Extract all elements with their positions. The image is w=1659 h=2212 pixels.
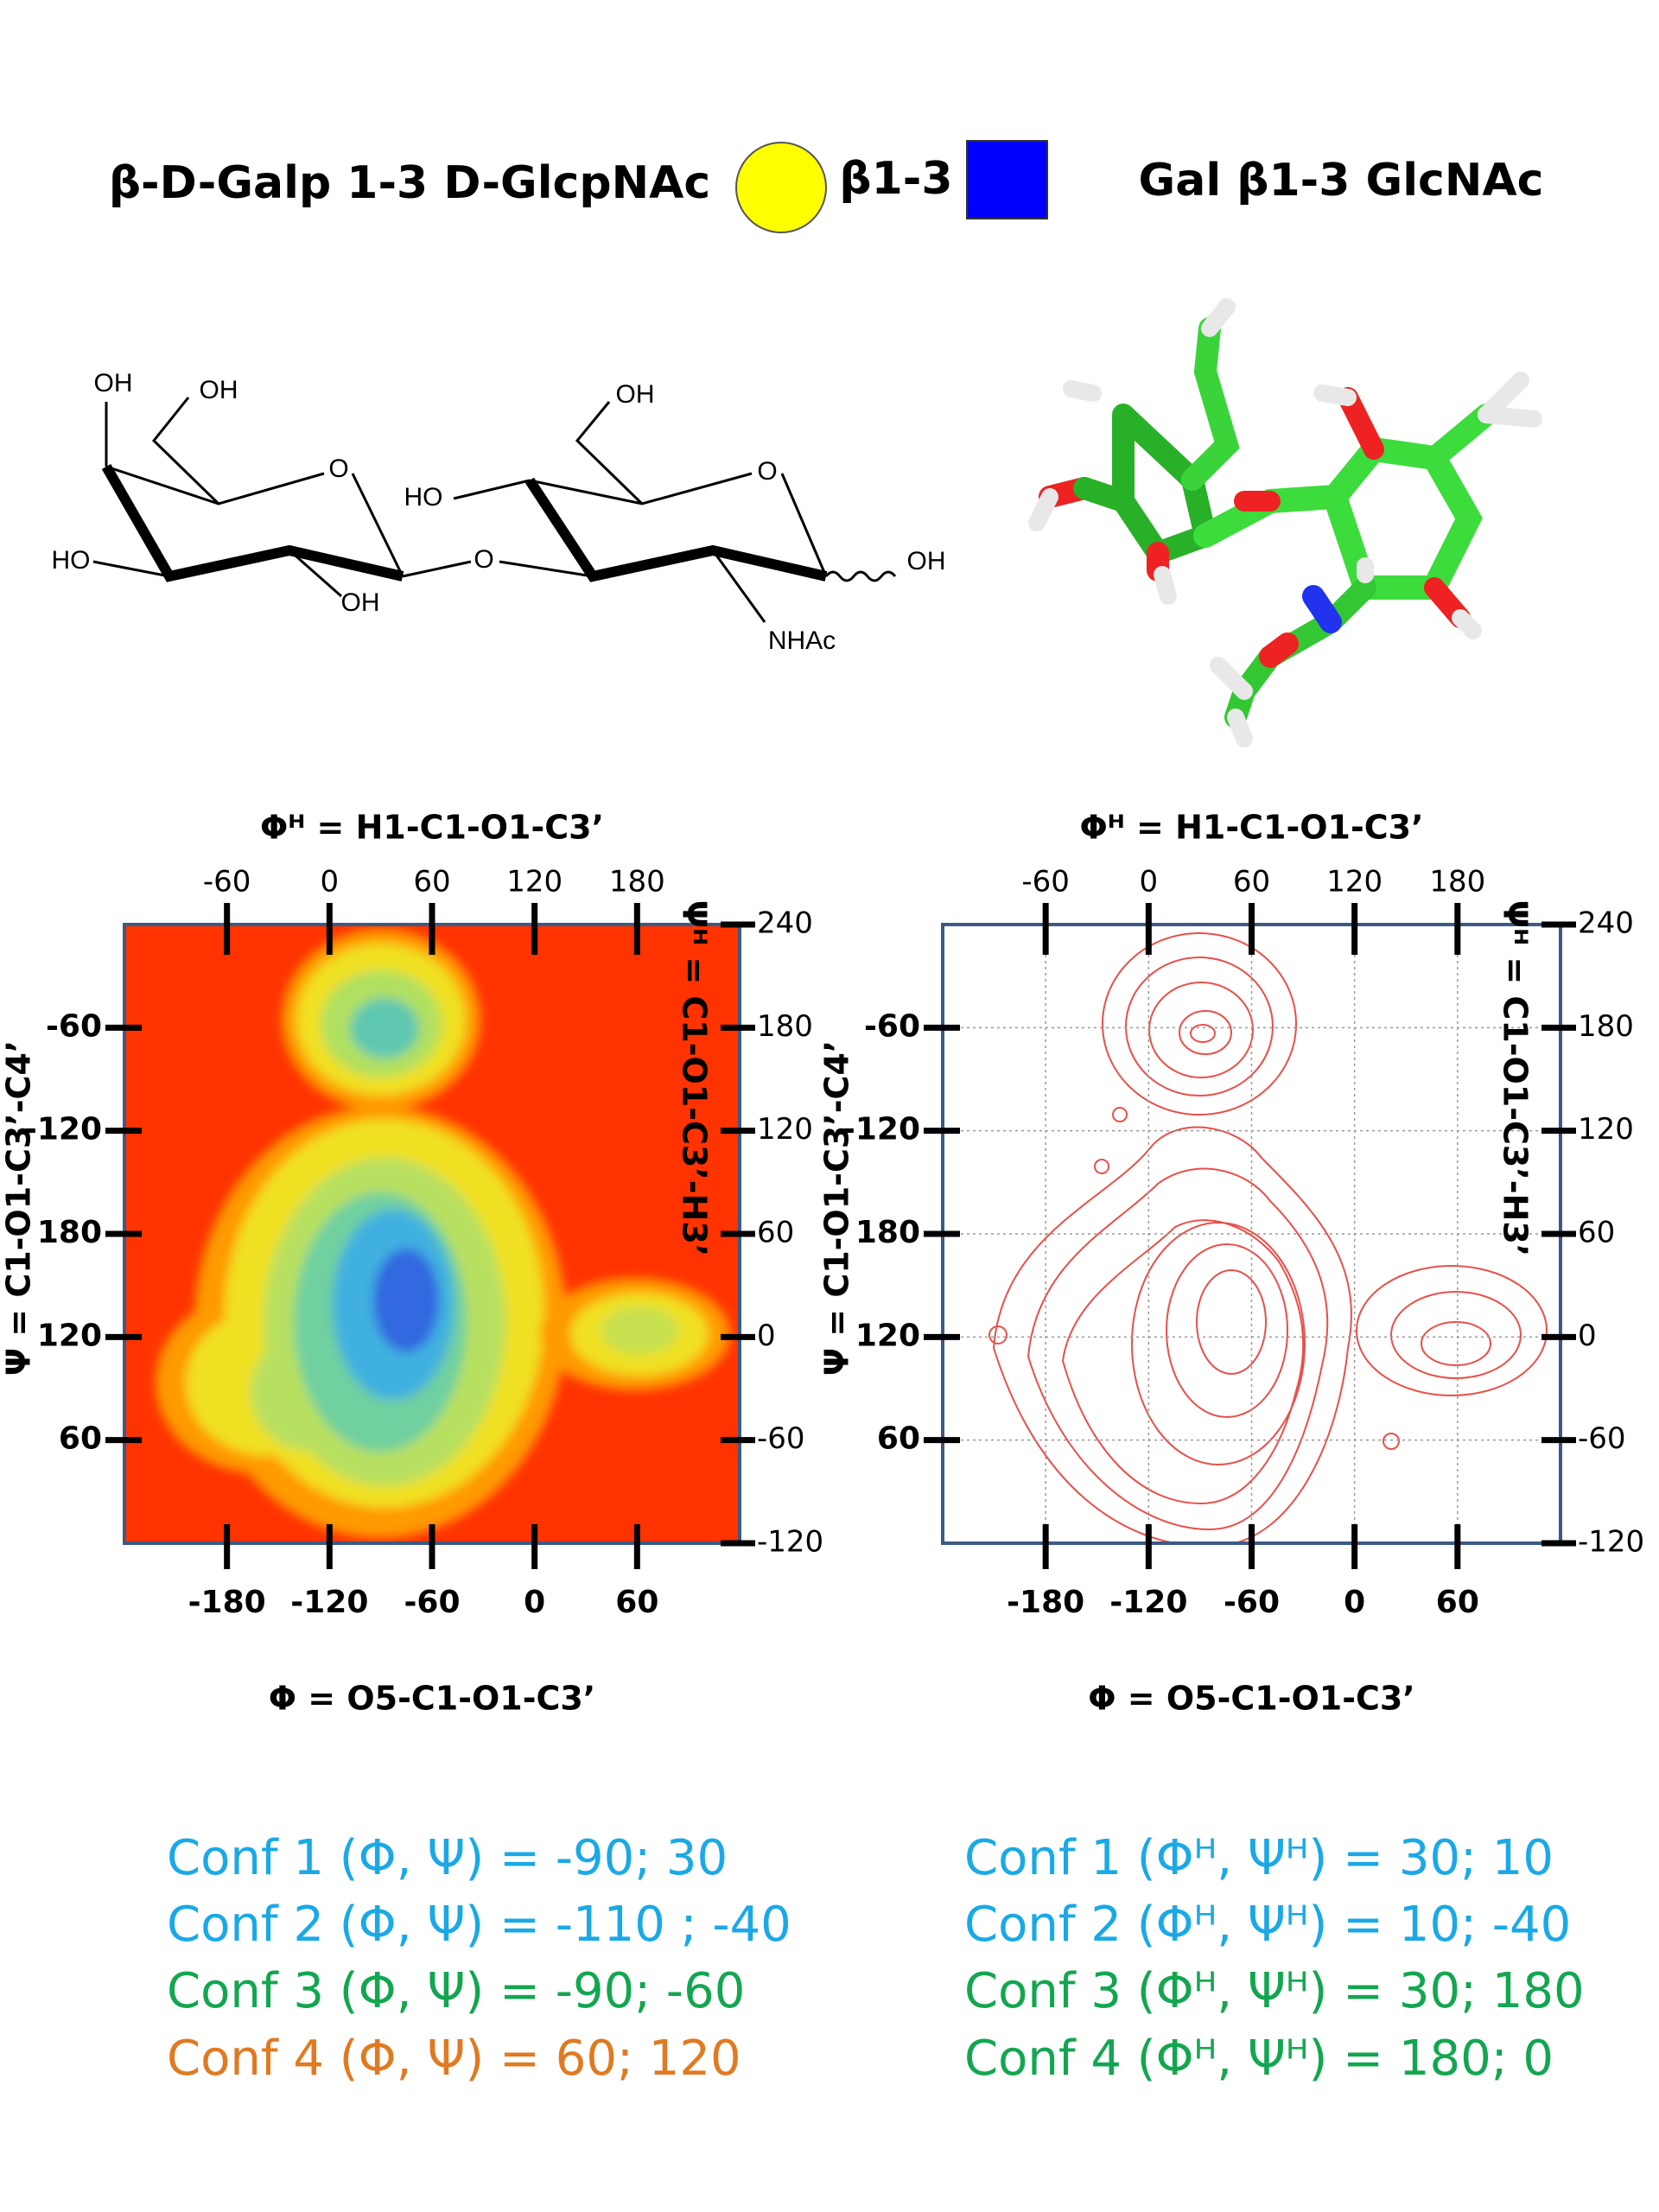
structure-2d — [92, 397, 897, 623]
atom-label: OH — [341, 588, 380, 617]
x2-tick-label: 60 — [413, 865, 450, 899]
x-tick-label: -60 — [1224, 1585, 1280, 1620]
y-tick-label: 180 — [37, 1215, 102, 1250]
y-axis-title: Ψ = C1-O1-C3’-C4’ — [0, 1040, 38, 1376]
y2-axis-title: Ψᴴ = C1-O1-C3’-H3’ — [1497, 900, 1535, 1256]
x-axis-title: Φ = O5-C1-O1-C3’ — [269, 1680, 596, 1718]
y2-tick-label: -60 — [1578, 1421, 1626, 1456]
y2-tick-label: 60 — [1578, 1216, 1615, 1250]
atom-label: OH — [200, 376, 238, 404]
x-tick-label: -120 — [1109, 1585, 1187, 1620]
x2-tick-label: -60 — [1021, 865, 1070, 899]
y2-tick-label: 60 — [757, 1216, 794, 1250]
y2-tick-label: -120 — [1578, 1525, 1644, 1560]
x-tick-label: 0 — [524, 1585, 545, 1620]
conformation: Conf 1 (Φᴴ, Ψᴴ) = 30; 10 — [964, 1830, 1554, 1886]
title-left: β-D-Galp 1-3 D-GlcpNAc — [109, 157, 710, 209]
x2-tick-label: 120 — [1326, 865, 1382, 899]
galactose-symbol — [735, 142, 827, 233]
atom-label: HO — [404, 483, 443, 512]
conformation: Conf 2 (Φ, Ψ) = -110 ; -40 — [167, 1897, 791, 1953]
contours — [988, 932, 1548, 1543]
atom-label: OH — [94, 369, 133, 397]
atom-label: OH — [616, 380, 655, 409]
conformation: Conf 4 (Φ, Ψ) = 60; 120 — [167, 2031, 741, 2087]
y-tick-label: -60 — [46, 1008, 102, 1044]
x-tick-label: 60 — [1436, 1585, 1479, 1620]
y2-tick-label: -60 — [757, 1421, 805, 1456]
x2-tick-label: -60 — [203, 865, 251, 899]
x-tick-label: -120 — [290, 1585, 368, 1620]
atom-label: O — [474, 545, 493, 574]
atom-label: NHAc — [768, 626, 836, 655]
linkage: β1-3 — [839, 153, 952, 205]
conformation: Conf 2 (Φᴴ, Ψᴴ) = 10; -40 — [964, 1897, 1571, 1953]
x-tick-label: -180 — [1007, 1585, 1084, 1620]
conformation: Conf 3 (Φ, Ψ) = -90; -60 — [167, 1963, 745, 2019]
x-tick-label: 0 — [1344, 1585, 1365, 1620]
atom-label: O — [757, 457, 777, 486]
conformation: Conf 3 (Φᴴ, Ψᴴ) = 30; 180 — [964, 1963, 1585, 2019]
y-tick-label: 180 — [855, 1215, 920, 1250]
atom-label: O — [328, 454, 348, 483]
y-tick-label: -60 — [864, 1008, 920, 1044]
y2-axis-title: Ψᴴ = C1-O1-C3’-H3’ — [676, 900, 714, 1256]
y-tick-label: -120 — [842, 1112, 920, 1147]
x2-tick-label: 0 — [1140, 865, 1159, 899]
y-axis-title: Ψ = C1-O1-C3’-C4’ — [818, 1040, 856, 1376]
y2-tick-label: 0 — [757, 1319, 776, 1353]
x2-tick-label: 60 — [1233, 865, 1270, 899]
x2-tick-label: 0 — [321, 865, 340, 899]
y-tick-label: -120 — [24, 1112, 102, 1147]
structure-3d — [1028, 298, 1542, 747]
x-tick-label: -180 — [188, 1585, 266, 1620]
conformation: Conf 4 (Φᴴ, Ψᴴ) = 180; 0 — [964, 2031, 1554, 2087]
atom-label: HO — [52, 546, 91, 575]
title-right: Gal β1-3 GlcNAc — [1139, 155, 1544, 207]
conformation: Conf 1 (Φ, Ψ) = -90; 30 — [167, 1830, 728, 1886]
y-tick-label: 120 — [37, 1318, 102, 1353]
x2-axis-title: Φᴴ = H1-C1-O1-C3’ — [260, 809, 604, 847]
y-tick-label: 60 — [877, 1421, 920, 1457]
x2-axis-title: Φᴴ = H1-C1-O1-C3’ — [1079, 809, 1423, 847]
x-axis-title: Φ = O5-C1-O1-C3’ — [1088, 1680, 1415, 1718]
y2-tick-label: 180 — [1578, 1009, 1634, 1044]
x2-tick-label: 120 — [506, 865, 563, 899]
y2-tick-label: 180 — [757, 1009, 813, 1044]
y2-tick-label: 0 — [1578, 1319, 1597, 1353]
y2-tick-label: 240 — [757, 906, 813, 941]
y2-tick-label: 240 — [1578, 906, 1634, 941]
atom-label: OH — [907, 547, 946, 575]
x2-tick-label: 180 — [1429, 865, 1485, 899]
x2-tick-label: 180 — [609, 865, 665, 899]
y2-tick-label: -120 — [757, 1525, 823, 1560]
y-tick-label: 60 — [59, 1421, 102, 1457]
x-tick-label: 60 — [615, 1585, 658, 1620]
glcnac-symbol — [966, 140, 1048, 219]
x-tick-label: -60 — [404, 1585, 460, 1620]
y2-tick-label: 120 — [1578, 1112, 1634, 1147]
y2-tick-label: 120 — [757, 1112, 813, 1147]
y-tick-label: 120 — [855, 1318, 920, 1353]
heatmap — [124, 925, 740, 1543]
